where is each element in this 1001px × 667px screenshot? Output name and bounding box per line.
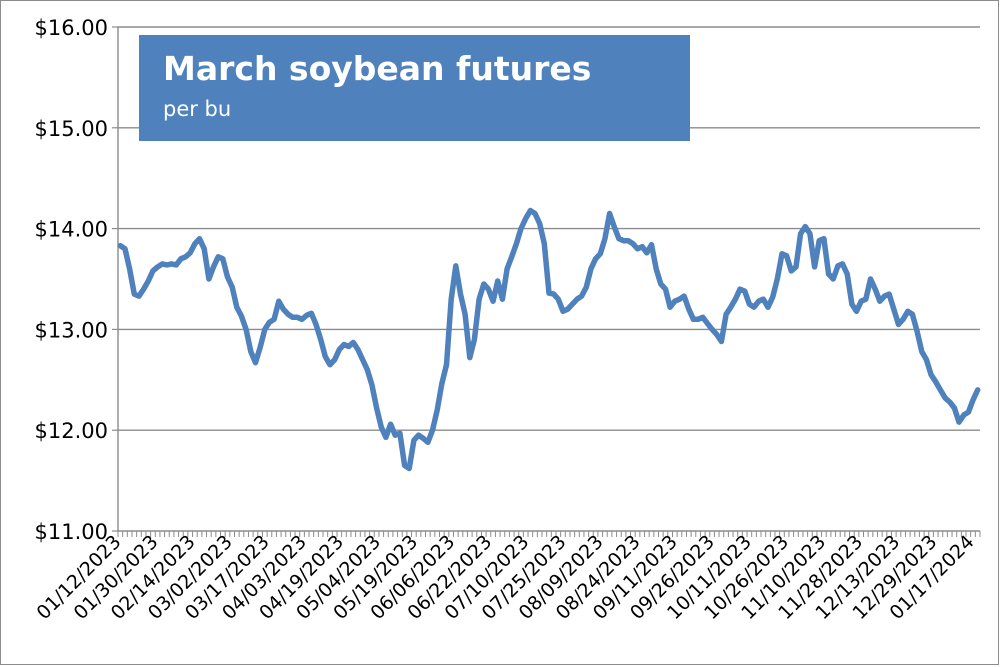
y-axis-ticks: $11.00 $12.00 $13.00 $14.00 $15.00 $16.00 [35,16,118,544]
y-tick-label: $15.00 [35,117,108,141]
x-axis-ticks: 01/12/202301/30/202302/14/202303/02/2023… [33,531,981,624]
y-tick-label: $16.00 [35,16,108,40]
axes [117,27,980,532]
title-box: March soybean futures per bu [139,35,690,141]
y-tick-label: $14.00 [35,218,108,242]
series-layer [117,207,981,472]
y-tick-label: $12.00 [35,419,108,443]
chart-title: March soybean futures [163,49,592,88]
series-line [117,207,981,472]
chart-subtitle: per bu [163,97,232,121]
y-tick-label: $11.00 [35,520,108,544]
y-tick-label: $13.00 [35,318,108,342]
